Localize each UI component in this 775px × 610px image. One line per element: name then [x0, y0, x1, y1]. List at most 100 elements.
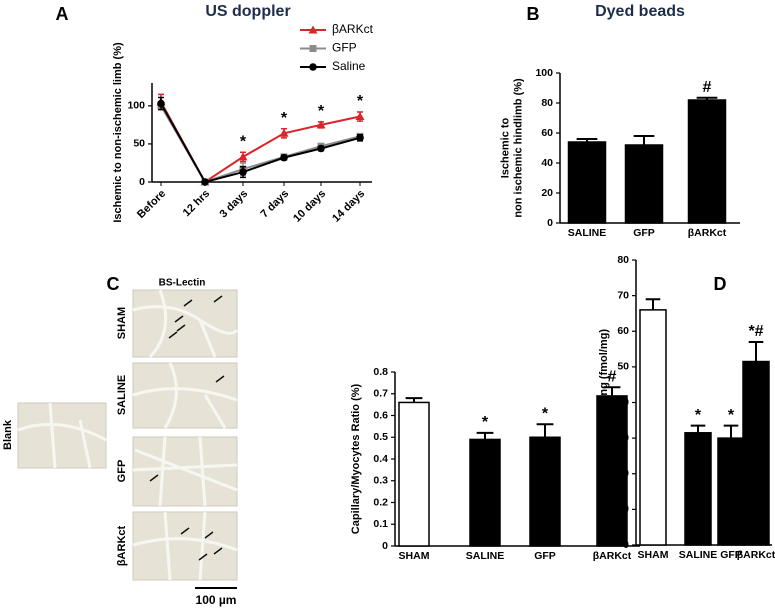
chart-panel: C 0 0.1 0.2 0.3 0.4 0.5 0.6 0.7 0.8 Capillary/Myoc… — [107, 274, 640, 562]
x-tick-label: SALINE — [568, 227, 607, 239]
texture — [132, 436, 238, 507]
error-bar — [633, 135, 655, 145]
error-bar — [476, 431, 494, 440]
bar — [469, 438, 501, 547]
significance-mark: *# — [748, 323, 763, 340]
x-tick-label: Before — [135, 188, 168, 221]
micrograph — [132, 436, 238, 507]
x-tick-label: GFP — [534, 550, 556, 562]
texture — [132, 289, 239, 359]
y-tick-label: 50 — [617, 361, 629, 373]
x-tick-label: SALINE — [679, 549, 718, 561]
y-tick-label: 20 — [617, 468, 629, 480]
bar — [717, 437, 745, 546]
significance-mark: * — [542, 405, 549, 422]
x-tick-label: GFP — [720, 549, 742, 561]
significance-mark: # — [703, 79, 712, 96]
chart-title: Dyed beads — [595, 3, 685, 20]
row-label: SHAM — [116, 307, 128, 339]
panel-letter: A — [56, 4, 69, 24]
bar — [398, 401, 430, 547]
row-label: βARKct — [116, 526, 128, 567]
y-tick-label: 0.5 — [373, 431, 388, 443]
bar — [596, 395, 628, 547]
point — [279, 128, 289, 137]
panel-letter: C — [107, 274, 120, 294]
legend-label: βARKct — [332, 22, 374, 36]
error-bar — [603, 386, 621, 396]
x-tick-label: 10 days — [291, 188, 328, 225]
y-tick-label: 30 — [617, 432, 629, 444]
y-tick-label: 0.4 — [373, 453, 388, 465]
x-tick-label: 3 days — [217, 188, 250, 221]
y-tick-label: 100 — [127, 100, 145, 112]
arrows — [149, 295, 225, 561]
point — [317, 144, 325, 153]
x-tick-label: GFP — [633, 227, 655, 239]
series-line — [160, 103, 361, 184]
bar — [529, 436, 561, 547]
y-tick-label: 70 — [617, 289, 629, 301]
x-tick-label: βARKct — [593, 550, 632, 562]
point — [316, 120, 326, 129]
y-tick-label: 0 — [547, 217, 553, 229]
y-tick-label: 0 — [623, 539, 629, 551]
micrographs: BS-Lectin SHAM SALINE GFP βARKct Blank 1… — [2, 278, 239, 607]
bar — [639, 309, 667, 546]
y-axis-label: Ischemic to — [499, 117, 511, 178]
point — [238, 152, 248, 161]
y-tick-label: 0.2 — [373, 496, 388, 508]
legend-marker — [308, 25, 318, 34]
x-tick-label: βARKct — [737, 549, 775, 561]
y-tick-label: 80 — [541, 97, 553, 109]
point — [355, 112, 365, 121]
x-tick-label: 12 hrs — [181, 188, 212, 219]
significance-mark: * — [695, 407, 702, 424]
chart-title: US doppler — [205, 3, 290, 20]
micrograph-title: BS-Lectin — [159, 278, 206, 289]
legend-marker — [309, 63, 317, 71]
y-tick-label: 40 — [617, 396, 629, 408]
point — [201, 178, 209, 186]
error-bar — [645, 298, 661, 310]
point — [157, 99, 165, 108]
y-tick-label: 0.7 — [373, 388, 388, 400]
y-tick-label: 100 — [535, 67, 553, 79]
texture — [17, 402, 107, 469]
texture — [132, 362, 238, 429]
y-tick-label: 0 — [139, 176, 145, 188]
panel-letter: B — [527, 4, 540, 24]
texture — [132, 511, 238, 581]
bar — [684, 432, 712, 546]
significance-mark: * — [240, 134, 247, 151]
chart-panel: D 0 10 20 30 40 50 60 70 80 Total βAR binding (fmo… — [598, 254, 775, 561]
point — [356, 134, 364, 142]
bar — [687, 99, 727, 224]
point — [239, 168, 247, 176]
bar — [567, 141, 607, 224]
error-bar — [723, 424, 739, 439]
series-line — [160, 105, 361, 184]
significance-mark: * — [728, 407, 735, 424]
series-line — [160, 101, 361, 184]
error-bar — [690, 424, 706, 433]
chart-panel: B Dyed beads 0 20 40 60 80 100 Ischemic to non is… — [499, 3, 740, 239]
row-label: SALINE — [116, 375, 128, 415]
y-tick-label: 60 — [617, 325, 629, 337]
significance-mark: * — [357, 93, 364, 110]
row-label: GFP — [116, 460, 128, 483]
significance-mark: * — [318, 103, 325, 120]
significance-mark: * — [281, 110, 288, 127]
y-axis-label: Total βAR binding (fmol/mg) — [598, 329, 610, 476]
x-tick-label: SALINE — [466, 550, 505, 562]
y-axis-label: Ischemic to non-ischemic limb (%) — [112, 42, 124, 223]
legend-label: Saline — [332, 59, 366, 73]
y-tick-label: 0.6 — [373, 409, 388, 421]
bar — [742, 360, 770, 546]
legend-marker — [309, 45, 317, 52]
micrograph — [17, 402, 107, 469]
y-tick-label: 60 — [541, 127, 553, 139]
y-axis-label: non ischemic hindlimb (%) — [512, 78, 524, 218]
